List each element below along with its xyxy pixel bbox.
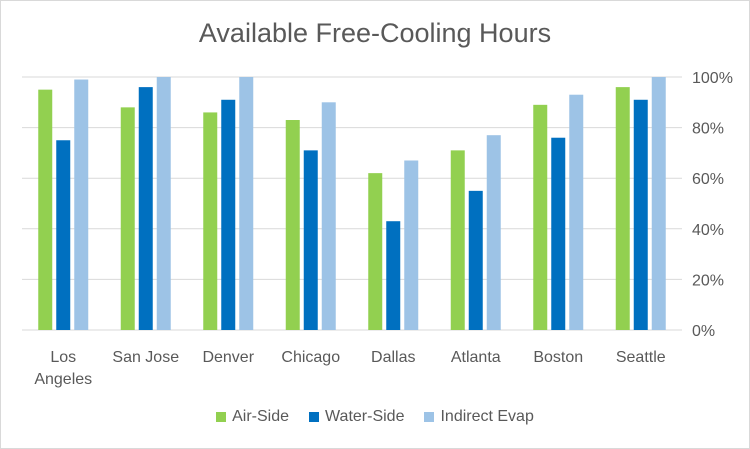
legend-item-indirect-evap: Indirect Evap <box>424 408 534 426</box>
y-tick-label: 60% <box>692 171 724 188</box>
legend-label-indirect-evap: Indirect Evap <box>440 408 534 425</box>
y-tick-label: 0% <box>692 323 715 340</box>
y-tick-label: 100% <box>692 70 733 87</box>
x-category-label: Atlanta <box>451 349 501 366</box>
bar-air-side <box>285 120 300 330</box>
bar-water-side <box>633 99 648 331</box>
legend-item-water-side: Water-Side <box>309 408 404 426</box>
x-category-label: Denver <box>202 349 254 366</box>
legend-swatch-indirect-evap <box>424 412 435 422</box>
y-tick-label: 40% <box>692 222 724 239</box>
legend-label-water-side: Water-Side <box>325 408 405 425</box>
bar-indirect-evap <box>74 79 89 330</box>
bar-air-side <box>120 107 135 330</box>
y-axis-ticks: 0% 20% 40% 60% 80% 100% <box>692 70 733 340</box>
x-category-label: Seattle <box>616 349 666 366</box>
bar-indirect-evap <box>321 102 336 330</box>
bar-air-side <box>368 173 383 330</box>
bar-water-side <box>468 190 483 330</box>
x-axis-categories: Los Angeles San Jose Denver Chicago Dallas Atl… <box>34 349 665 388</box>
x-category-label: Dallas <box>371 349 415 366</box>
x-category-label: Boston <box>533 349 583 366</box>
chart-title: Available Free-Cooling Hours <box>198 18 552 48</box>
legend: Air-Side Water-Side Indirect Evap <box>0 408 750 426</box>
bar-water-side <box>551 137 566 330</box>
x-category-label: San Jose <box>112 349 179 366</box>
bar-air-side <box>533 104 548 330</box>
bar-water-side <box>56 140 71 330</box>
legend-swatch-air-side <box>216 412 227 422</box>
bar-air-side <box>203 112 218 330</box>
bar-indirect-evap <box>404 160 419 330</box>
bar-indirect-evap <box>239 77 254 330</box>
x-category-label: Chicago <box>281 349 340 366</box>
y-tick-label: 80% <box>692 121 724 138</box>
bar-water-side <box>386 221 401 330</box>
bar-indirect-evap <box>569 94 584 331</box>
x-category-label: Los Angeles <box>34 349 92 388</box>
legend-swatch-water-side <box>309 412 320 422</box>
bars <box>38 77 666 331</box>
legend-label-air-side: Air-Side <box>232 408 290 425</box>
y-tick-label: 20% <box>692 272 724 289</box>
bar-air-side <box>450 150 465 330</box>
bar-indirect-evap <box>651 77 666 330</box>
bar-indirect-evap <box>486 135 501 330</box>
bar-air-side <box>38 89 53 331</box>
bar-water-side <box>303 150 318 330</box>
legend-item-air-side: Air-Side <box>216 408 289 426</box>
bar-water-side <box>221 99 236 331</box>
bar-water-side <box>138 87 153 331</box>
bar-indirect-evap <box>156 77 171 330</box>
bar-air-side <box>615 87 630 331</box>
